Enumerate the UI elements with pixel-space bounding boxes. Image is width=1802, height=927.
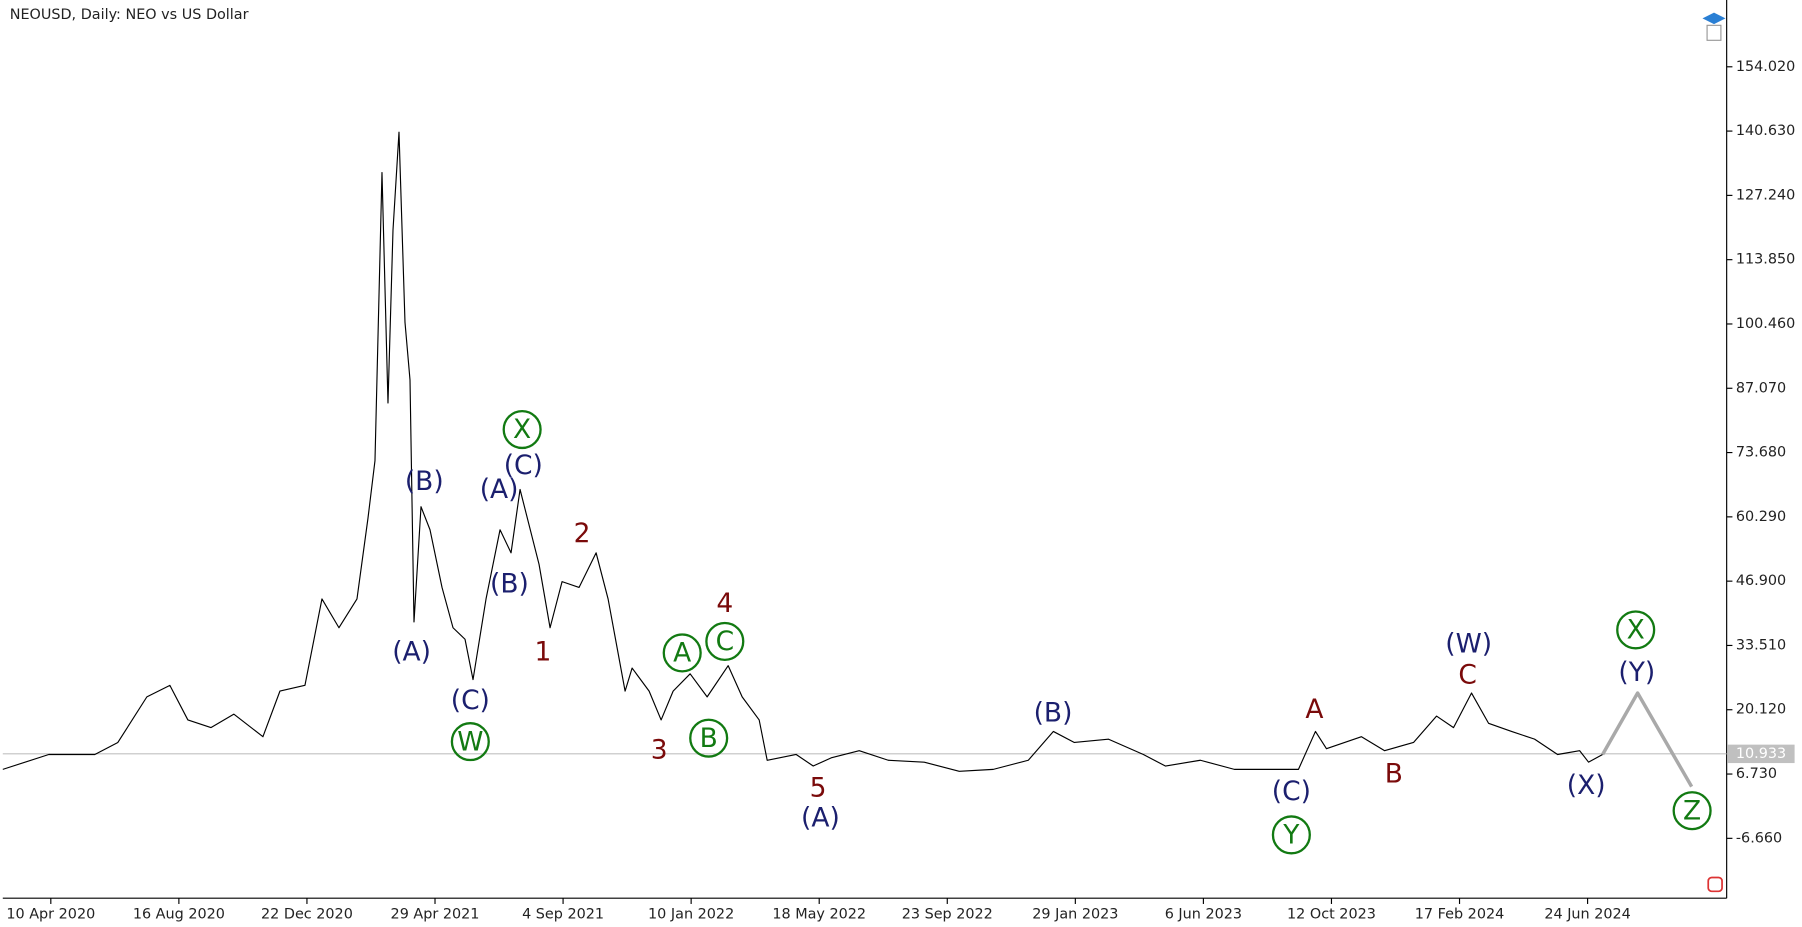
chart-title: NEOUSD, Daily: NEO vs US Dollar — [10, 7, 249, 23]
price-line — [2, 131, 1603, 772]
x-tick-label: 18 May 2022 — [772, 906, 866, 922]
wave-circle — [450, 722, 490, 762]
last-price-box — [1727, 744, 1795, 764]
wave-label: (C) — [1272, 776, 1311, 807]
wave-label: 4 — [716, 588, 733, 619]
x-tick-label: 4 Sep 2021 — [522, 906, 604, 922]
y-tick-label: 6.730 — [1736, 766, 1777, 782]
wave-label: (A) — [392, 636, 431, 667]
y-tick-label: 20.120 — [1736, 702, 1786, 718]
y-tick-label: 154.020 — [1736, 59, 1795, 75]
y-tick-label: 127.240 — [1736, 187, 1795, 203]
x-tick-label: 22 Dec 2020 — [261, 906, 353, 922]
x-tick-label: 10 Apr 2020 — [6, 906, 95, 922]
y-tick-label: -6.660 — [1736, 830, 1782, 846]
status-icon — [1707, 876, 1723, 893]
wave-label: X — [1627, 615, 1645, 646]
wave-label: A — [673, 638, 691, 669]
wave-label: (A) — [801, 802, 840, 833]
wave-label: (W) — [1445, 628, 1492, 659]
wave-label: (X) — [1567, 770, 1606, 801]
wave-circle — [502, 409, 542, 450]
wave-label: (B) — [1034, 697, 1073, 728]
wave-circle — [705, 621, 745, 661]
wave-label: A — [1305, 694, 1323, 725]
wave-label: Y — [1282, 820, 1300, 851]
wave-label: (B) — [490, 568, 529, 599]
wave-label: Z — [1683, 795, 1701, 826]
y-tick-label: 60.290 — [1736, 509, 1786, 525]
wave-label: X — [513, 414, 531, 445]
x-tick-label: 16 Aug 2020 — [133, 906, 225, 922]
x-tick-label: 17 Feb 2024 — [1415, 906, 1504, 922]
wave-circle — [1672, 791, 1712, 831]
wave-label: 3 — [651, 734, 668, 765]
x-tick-label: 23 Sep 2022 — [902, 906, 993, 922]
wave-circle — [662, 633, 702, 673]
wave-label: W — [457, 726, 483, 757]
wave-label: B — [1385, 758, 1403, 789]
wave-label: 1 — [534, 636, 551, 667]
wave-label: (A) — [480, 474, 519, 505]
x-tick-label: 6 Jun 2023 — [1165, 906, 1242, 922]
wave-label: (Y) — [1618, 657, 1655, 688]
y-tick-label: 87.070 — [1736, 380, 1786, 396]
wave-label: C — [716, 626, 734, 657]
wave-label: (C) — [504, 450, 543, 481]
wave-circle — [1616, 610, 1656, 650]
y-tick-label: 33.510 — [1736, 637, 1786, 653]
wave-label: (B) — [405, 466, 444, 497]
x-tick-label: 24 Jun 2024 — [1544, 906, 1630, 922]
x-tick-label: 12 Oct 2023 — [1287, 906, 1376, 922]
y-tick-label: 73.680 — [1736, 445, 1786, 461]
last-price-label: 10.933 — [1736, 746, 1786, 762]
y-tick-label: 100.460 — [1736, 316, 1795, 332]
projection-line — [1601, 691, 1694, 788]
y-tick-label: 113.850 — [1736, 252, 1795, 268]
wave-circle — [1271, 815, 1311, 855]
y-tick-label: 140.630 — [1736, 123, 1795, 139]
wave-label: C — [1458, 659, 1476, 690]
wave-label: 5 — [810, 772, 827, 803]
y-tick-label: 46.900 — [1736, 573, 1786, 589]
wave-circle — [689, 718, 729, 758]
wave-label: B — [700, 723, 718, 754]
x-tick-label: 29 Apr 2021 — [391, 906, 480, 922]
wave-label: 2 — [574, 518, 591, 549]
wave-label: (C) — [451, 685, 490, 716]
x-tick-label: 29 Jan 2023 — [1032, 906, 1118, 922]
x-tick-label: 10 Jan 2022 — [648, 906, 734, 922]
